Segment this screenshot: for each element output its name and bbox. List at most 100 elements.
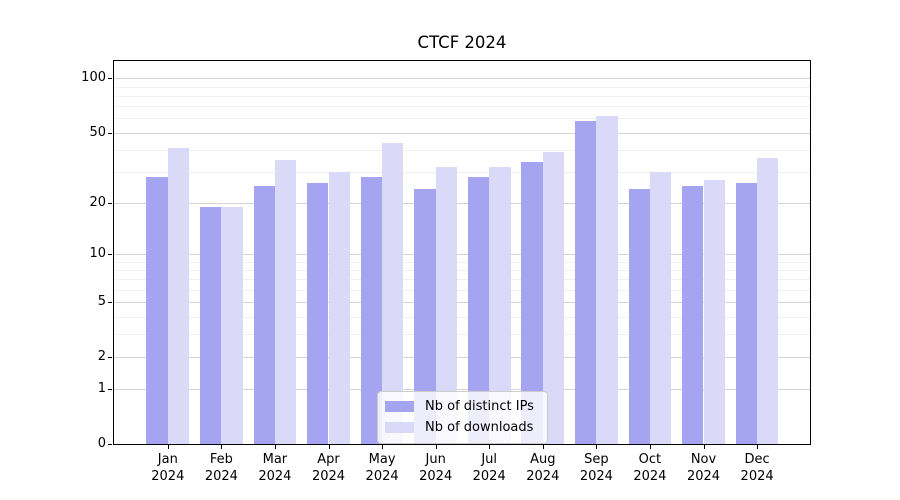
y-tick-5: [108, 302, 112, 304]
bar-nov-downloads: [703, 180, 725, 444]
gridline-y-1: [114, 389, 810, 391]
y-tick-label-20: 20: [89, 194, 106, 210]
gridline-y-100: [114, 78, 810, 80]
gridline-y-30: [114, 172, 810, 173]
bar-may-downloads: [382, 142, 404, 444]
legend-label-distinct-ips: Nb of distinct IPs: [425, 399, 534, 414]
bar-oct-downloads: [649, 172, 672, 444]
gridline-y-2: [114, 357, 810, 358]
y-tick-10: [108, 254, 112, 255]
y-tick-100: [108, 78, 112, 80]
x-tick-oct: [649, 445, 651, 449]
gridline-y-20: [114, 202, 810, 204]
x-tick-mar: [274, 445, 276, 449]
x-tick-nov: [703, 445, 705, 449]
gridline-y-70: [114, 106, 810, 108]
y-tick-0: [108, 444, 112, 445]
legend: Nb of distinct IPs Nb of downloads: [377, 391, 548, 444]
x-label-month: May: [368, 452, 396, 467]
legend-swatch-distinct-ips: [385, 401, 414, 412]
x-tick-may: [382, 445, 384, 449]
x-label-year: 2024: [579, 469, 613, 484]
y-tick-label-10: 10: [89, 246, 106, 261]
gridline-y-80: [114, 95, 810, 97]
x-label-year: 2024: [686, 469, 721, 484]
x-label-year: 2024: [526, 469, 560, 484]
x-label-year: 2024: [472, 469, 506, 484]
x-label-month: Apr: [317, 452, 340, 467]
bar-mar-downloads: [274, 160, 297, 444]
gridline-y-90: [114, 86, 810, 88]
legend-item-downloads: Nb of downloads: [385, 420, 534, 435]
x-tick-label-dec: Dec 2024: [725, 451, 789, 485]
bar-mar-distinct-ips: [253, 185, 275, 444]
x-label-month: Aug: [530, 452, 556, 467]
bar-sep-downloads: [596, 115, 618, 444]
x-tick-label-jul: Jul 2024: [457, 451, 521, 485]
x-label-month: Jul: [481, 452, 498, 467]
bar-jul-downloads: [489, 167, 511, 444]
bar-may-distinct-ips: [360, 177, 383, 444]
x-tick-jul: [489, 445, 491, 449]
x-label-year: 2024: [258, 469, 292, 484]
bar-jan-distinct-ips: [146, 177, 168, 444]
bar-jul-distinct-ips: [467, 177, 490, 444]
x-tick-label-jan: Jan 2024: [136, 451, 200, 485]
gridline-y-8: [114, 269, 810, 271]
x-label-year: 2024: [365, 469, 399, 484]
bar-apr-distinct-ips: [307, 182, 329, 444]
x-tick-aug: [542, 445, 544, 449]
y-tick-50: [108, 132, 112, 134]
bar-jun-distinct-ips: [414, 189, 436, 444]
y-tick-1: [108, 389, 112, 391]
gridline-y-40: [114, 149, 810, 151]
x-tick-label-jun: Jun 2024: [404, 451, 468, 485]
x-label-year: 2024: [204, 469, 238, 484]
bar-sep-distinct-ips: [575, 121, 597, 444]
x-tick-jan: [167, 445, 169, 449]
x-label-year: 2024: [633, 469, 667, 484]
x-label-month: Feb: [209, 452, 233, 467]
bar-oct-distinct-ips: [628, 189, 650, 444]
x-label-month: Nov: [690, 452, 717, 467]
bar-dec-downloads: [757, 158, 779, 444]
bar-feb-downloads: [221, 206, 243, 444]
x-tick-label-nov: Nov 2024: [672, 451, 736, 485]
plot-area: [113, 60, 811, 445]
bar-jan-downloads: [167, 147, 190, 444]
x-tick-label-apr: Apr 2024: [297, 451, 361, 485]
x-label-month: Jun: [425, 452, 446, 467]
x-label-year: 2024: [740, 469, 774, 484]
x-tick-feb: [221, 445, 223, 449]
x-tick-label-mar: Mar 2024: [243, 451, 307, 485]
legend-label-downloads: Nb of downloads: [425, 420, 534, 435]
x-tick-jun: [435, 445, 437, 449]
x-label-year: 2024: [419, 469, 453, 484]
x-label-month: Oct: [638, 452, 662, 467]
x-tick-label-may: May 2024: [350, 451, 414, 485]
x-label-month: Mar: [262, 452, 288, 467]
gridline-y-4: [114, 316, 810, 318]
x-tick-label-sep: Sep 2024: [564, 451, 628, 485]
x-tick-label-aug: Aug 2024: [511, 451, 575, 485]
chart-title: CTCF 2024: [417, 33, 507, 52]
x-tick-label-oct: Oct 2024: [618, 451, 682, 485]
bar-feb-distinct-ips: [200, 206, 222, 444]
legend-item-distinct-ips: Nb of distinct IPs: [385, 399, 534, 414]
x-label-year: 2024: [151, 469, 185, 484]
x-label-month: Jan: [157, 452, 178, 467]
x-tick-label-feb: Feb 2024: [189, 451, 253, 485]
x-label-year: 2024: [311, 469, 346, 484]
bar-apr-downloads: [328, 172, 350, 444]
bar-aug-distinct-ips: [521, 162, 543, 444]
legend-swatch-downloads: [385, 422, 414, 433]
x-tick-dec: [757, 445, 759, 449]
x-label-month: Dec: [744, 452, 770, 467]
bar-aug-downloads: [542, 151, 565, 444]
y-tick-label-2: 2: [97, 349, 106, 364]
gridline-y-60: [114, 118, 810, 120]
y-tick-label-50: 50: [89, 124, 106, 140]
gridline-y-10: [114, 254, 810, 255]
x-tick-sep: [596, 445, 598, 449]
bar-dec-distinct-ips: [735, 182, 758, 444]
